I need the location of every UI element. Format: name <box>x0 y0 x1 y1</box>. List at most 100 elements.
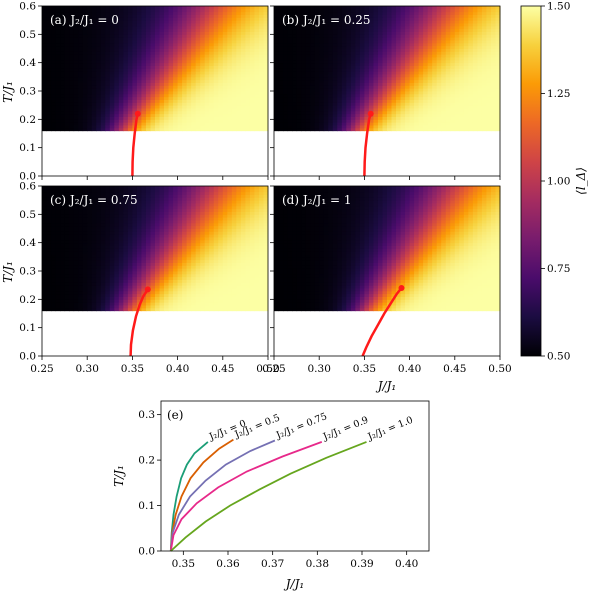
heatmap-cell <box>414 37 420 41</box>
heatmap-cell <box>249 45 255 49</box>
heatmap-cell <box>231 23 237 27</box>
heatmap-cell <box>387 45 393 49</box>
heatmap-cell <box>136 88 142 92</box>
heatmap-cell <box>141 48 147 52</box>
heatmap-cell <box>441 62 447 66</box>
heatmap-cell <box>254 57 260 61</box>
heatmap-cell <box>173 105 179 109</box>
heatmap-cell <box>249 105 255 109</box>
heatmap-cell <box>127 85 133 89</box>
heatmap-cell <box>359 122 365 126</box>
heatmap-cell <box>150 79 156 83</box>
heatmap-cell <box>236 48 242 52</box>
heatmap-cell <box>132 74 138 78</box>
heatmap-cell <box>305 45 311 49</box>
heatmap-cell <box>87 125 93 129</box>
heatmap-cell <box>91 127 97 132</box>
heatmap-cell <box>173 91 179 95</box>
heatmap-cell <box>87 31 93 35</box>
heatmap-cell <box>258 54 264 58</box>
heatmap-cell <box>373 71 379 75</box>
heatmap-cell <box>159 20 165 24</box>
heatmap-cell <box>123 110 129 115</box>
heatmap-cell <box>400 88 406 92</box>
heatmap-cell <box>472 62 478 66</box>
heatmap-cell <box>132 17 138 21</box>
heatmap-cell <box>141 6 147 10</box>
heatmap-cell <box>91 116 97 120</box>
heatmap-cell <box>132 23 138 27</box>
heatmap-cell <box>69 125 75 129</box>
heatmap-cell <box>82 76 88 81</box>
heatmap-cell <box>486 96 492 100</box>
heatmap-cell <box>168 11 174 15</box>
heatmap-cell <box>323 113 329 117</box>
heatmap-cell <box>218 37 224 41</box>
heatmap-cell <box>400 71 406 75</box>
heatmap-cell <box>91 105 97 109</box>
heatmap-cell <box>305 88 311 92</box>
heatmap-cell <box>364 88 370 92</box>
heatmap-cell <box>87 102 93 106</box>
heatmap-cell <box>145 62 151 66</box>
heatmap-cell <box>481 28 487 32</box>
heatmap-cell <box>60 20 66 24</box>
heatmap-cell <box>164 105 170 109</box>
heatmap-cell <box>240 28 246 32</box>
heatmap-cell <box>463 88 469 92</box>
heatmap-cell <box>168 74 174 78</box>
heatmap-cell <box>150 31 156 35</box>
heatmap-cell <box>231 51 237 55</box>
heatmap-cell <box>159 45 165 49</box>
heatmap-cell <box>96 74 102 78</box>
heatmap-cell <box>60 54 66 58</box>
heatmap-cell <box>127 93 133 98</box>
heatmap-cell <box>150 105 156 109</box>
heatmap-cell <box>204 8 210 13</box>
heatmap-cell <box>64 14 70 18</box>
heatmap-cell <box>204 45 210 49</box>
heatmap-cell <box>100 42 106 47</box>
heatmap-cell <box>441 71 447 75</box>
heatmap-cell <box>69 276 75 280</box>
heatmap-cell <box>245 6 251 10</box>
heatmap-cell <box>209 119 215 123</box>
heatmap-cell <box>87 285 93 289</box>
heatmap-cell <box>168 68 174 72</box>
heatmap-cell <box>400 11 406 15</box>
heatmap-cell <box>436 96 442 100</box>
heatmap-cell <box>249 82 255 86</box>
heatmap-cell <box>209 45 215 49</box>
heatmap-cell <box>51 76 57 81</box>
heatmap-cell <box>145 127 151 132</box>
heatmap-cell <box>454 71 460 75</box>
heatmap-cell <box>141 40 147 44</box>
heatmap-cell <box>42 71 48 75</box>
heatmap-cell <box>231 108 237 112</box>
heatmap-cell <box>150 57 156 61</box>
heatmap-cell <box>96 85 102 89</box>
heatmap-cell <box>436 28 442 32</box>
heatmap-cell <box>459 45 465 49</box>
heatmap-cell <box>432 20 438 24</box>
heatmap-cell <box>69 268 75 272</box>
heatmap-cell <box>195 28 201 32</box>
heatmap-cell <box>236 102 242 106</box>
heatmap-cell <box>123 45 129 49</box>
heatmap-cell <box>382 105 388 109</box>
heatmap-cell <box>96 127 102 132</box>
heatmap-cell <box>314 96 320 100</box>
heatmap-cell <box>418 113 424 117</box>
heatmap-cell <box>60 57 66 61</box>
heatmap-cell <box>186 42 192 47</box>
heatmap-cell <box>191 59 197 64</box>
heatmap-cell <box>42 62 48 66</box>
heatmap-cell <box>114 85 120 89</box>
heatmap-cell <box>490 11 496 15</box>
heatmap-cell <box>332 71 338 75</box>
heatmap-cell <box>249 119 255 123</box>
heatmap-cell <box>118 25 124 30</box>
heatmap-cell <box>105 25 111 30</box>
heatmap-cell <box>463 28 469 32</box>
